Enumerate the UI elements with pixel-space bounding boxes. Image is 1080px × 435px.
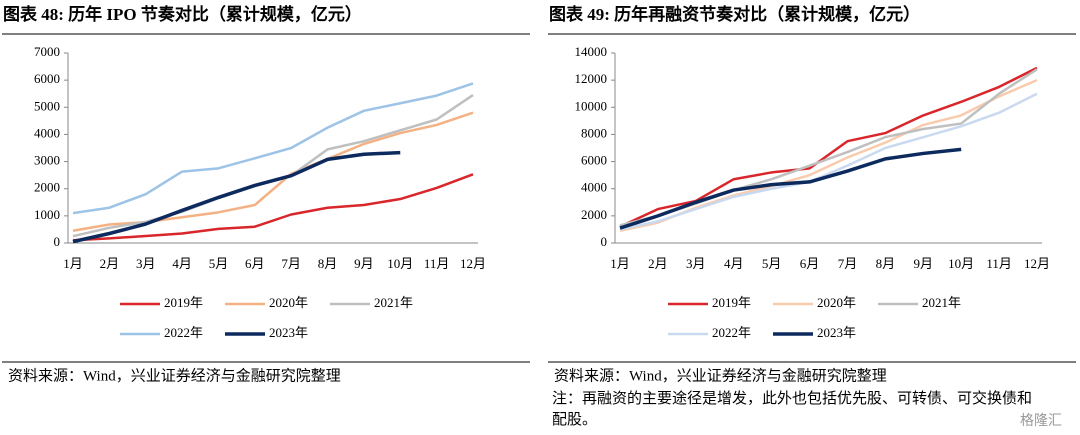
x-tick-label: 4月 [172, 256, 192, 271]
x-tick-label: 3月 [686, 256, 706, 271]
x-tick-label: 2月 [648, 256, 668, 271]
y-tick-label: 14000 [575, 44, 608, 59]
x-tick-label: 1月 [63, 256, 83, 271]
x-tick-label: 9月 [354, 256, 374, 271]
legend-label: 2019年 [164, 295, 203, 310]
series-line [72, 173, 474, 242]
y-tick-label: 8000 [581, 125, 607, 140]
legend-label: 2022年 [712, 325, 751, 340]
x-tick-label: 8月 [318, 256, 338, 271]
y-tick-label: 0 [601, 234, 608, 249]
legend-label: 2023年 [269, 325, 308, 340]
note: 注：再融资的主要途径是增发，此外也包括优先股、可转债、可交换债和配股。 [552, 391, 1033, 428]
y-tick-label: 1000 [34, 207, 60, 222]
series-line [619, 147, 962, 230]
legend-label: 2020年 [817, 295, 856, 310]
legend-label: 2021年 [374, 295, 413, 310]
legend-label: 2023年 [817, 325, 856, 340]
legend-label: 2022年 [164, 325, 203, 340]
series-line [619, 92, 1038, 231]
series-line [619, 66, 1038, 228]
legend-label: 2021年 [922, 295, 961, 310]
y-tick-label: 10000 [575, 98, 608, 113]
y-tick-label: 6000 [581, 153, 607, 168]
x-tick-label: 6月 [800, 256, 820, 271]
chart-title: 图表 49: 历年再融资节奏对比（累计规模，亿元） [549, 4, 920, 24]
series-line [72, 111, 474, 233]
y-tick-label: 6000 [34, 71, 60, 86]
watermark: 格隆汇 [1020, 413, 1062, 429]
y-tick-label: 7000 [34, 44, 60, 59]
x-tick-label: 12月 [1024, 256, 1050, 271]
y-tick-label: 0 [54, 234, 61, 249]
y-tick-label: 5000 [34, 98, 60, 113]
legend-label: 2020年 [269, 295, 308, 310]
x-tick-label: 7月 [838, 256, 858, 271]
x-tick-label: 7月 [281, 256, 301, 271]
y-tick-label: 12000 [575, 71, 608, 86]
series-line [72, 94, 474, 238]
source: 资料来源：Wind，兴业证券经济与金融研究院整理 [554, 366, 887, 384]
y-tick-label: 2000 [34, 180, 60, 195]
y-tick-label: 2000 [581, 207, 607, 222]
series-line [619, 68, 1038, 227]
x-tick-label: 8月 [876, 256, 896, 271]
x-tick-label: 10月 [387, 256, 413, 271]
series-line [72, 150, 401, 244]
y-tick-label: 3000 [34, 153, 60, 168]
legend-label: 2019年 [712, 295, 751, 310]
x-tick-label: 6月 [245, 256, 265, 271]
x-tick-label: 11月 [424, 256, 450, 271]
series-line [72, 82, 474, 215]
x-tick-label: 5月 [209, 256, 229, 271]
x-tick-label: 4月 [724, 256, 744, 271]
x-tick-label: 5月 [762, 256, 782, 271]
x-tick-label: 9月 [914, 256, 934, 271]
chart-title: 图表 48: 历年 IPO 节奏对比（累计规模，亿元） [3, 4, 362, 24]
y-tick-label: 4000 [581, 180, 607, 195]
y-tick-label: 4000 [34, 125, 60, 140]
x-tick-label: 10月 [948, 256, 974, 271]
source: 资料来源：Wind，兴业证券经济与金融研究院整理 [8, 366, 341, 384]
x-tick-label: 11月 [986, 256, 1012, 271]
x-tick-label: 3月 [136, 256, 156, 271]
x-tick-label: 12月 [460, 256, 486, 271]
x-tick-label: 2月 [100, 256, 120, 271]
x-tick-label: 1月 [610, 256, 630, 271]
